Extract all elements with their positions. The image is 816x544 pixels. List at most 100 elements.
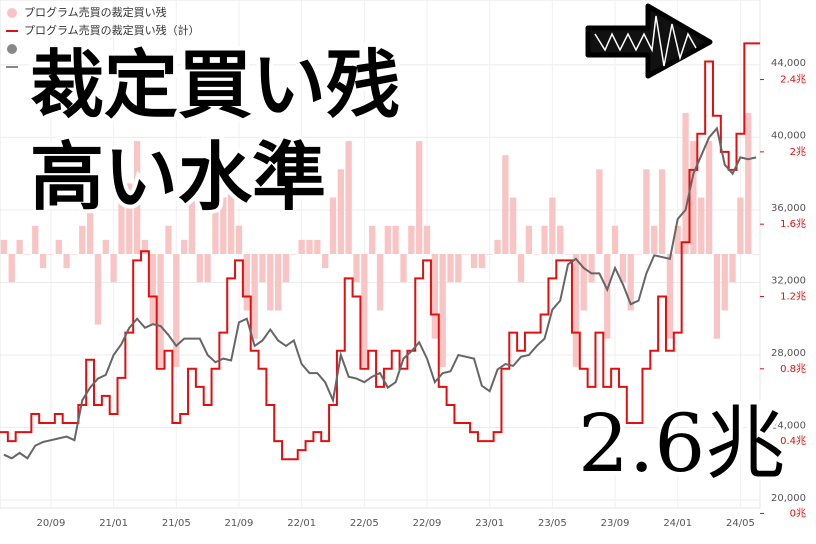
- bar: [588, 254, 595, 283]
- bar: [47, 254, 55, 255]
- annotation: 2.6兆: [578, 397, 785, 490]
- bar: [251, 254, 258, 339]
- bar: [314, 239, 321, 254]
- bar: [110, 254, 117, 283]
- x-tick-label: 24/01: [663, 518, 692, 529]
- bar: [705, 141, 713, 254]
- bar: [267, 254, 274, 311]
- bar: [63, 254, 70, 269]
- x-tick-label: 21/01: [99, 518, 128, 529]
- bar: [204, 254, 211, 283]
- bar: [494, 239, 501, 254]
- y2-tick-label: 0.4兆: [780, 435, 806, 447]
- bar: [572, 254, 580, 367]
- bar: [157, 254, 164, 367]
- bar: [604, 254, 611, 339]
- bar: [416, 141, 423, 254]
- x-tick-label: 22/05: [350, 518, 379, 529]
- bar: [478, 254, 485, 269]
- bar: [306, 239, 313, 254]
- bar: [353, 254, 360, 283]
- bar: [463, 254, 470, 255]
- bar: [752, 254, 760, 255]
- bar: [713, 254, 721, 339]
- bar: [400, 254, 407, 283]
- bar: [376, 254, 384, 311]
- y2-tick-label: 0.8兆: [780, 363, 806, 375]
- x-tick-label: 20/09: [37, 518, 66, 529]
- bar: [165, 225, 172, 254]
- bar: [243, 254, 250, 311]
- bar: [384, 225, 391, 254]
- bar: [55, 239, 62, 254]
- bar: [690, 141, 697, 254]
- y2-tick-label: 1.2兆: [780, 290, 806, 302]
- bar: [611, 225, 619, 254]
- marks: [0, 0, 760, 508]
- x-tick-label: 24/05: [726, 518, 755, 529]
- bar: [392, 225, 399, 254]
- bar: [8, 254, 15, 283]
- bar: [361, 254, 368, 367]
- bar: [737, 197, 744, 254]
- bar: [32, 225, 39, 254]
- bar: [439, 254, 446, 367]
- bar: [423, 225, 431, 254]
- bar: [126, 183, 133, 254]
- bar: [133, 141, 141, 254]
- bar: [658, 169, 666, 254]
- legend: プログラム売買の裁定買い残 プログラム売買の裁定買い残（計）: [6, 5, 200, 68]
- bar: [345, 141, 352, 254]
- y2-tick-label: 2.4兆: [780, 74, 806, 86]
- bar: [682, 112, 689, 254]
- bar: [173, 254, 180, 367]
- bar: [619, 254, 627, 283]
- bar: [369, 225, 376, 254]
- bar: [651, 225, 658, 254]
- legend-label: プログラム売買の裁定買い残（計）: [24, 23, 200, 37]
- bar: [94, 254, 102, 325]
- bar: [141, 239, 149, 254]
- bar: [79, 225, 86, 254]
- bar: [408, 225, 415, 254]
- bar: [86, 183, 94, 254]
- y2-tick-label: 2兆: [790, 146, 806, 158]
- bar: [580, 254, 587, 311]
- bar: [259, 254, 266, 283]
- bar: [470, 254, 478, 269]
- bar: [431, 254, 438, 339]
- bar: [510, 197, 517, 254]
- bar: [729, 254, 736, 283]
- bar: [188, 183, 196, 254]
- bar: [627, 254, 634, 311]
- x-tick-label: 23/01: [475, 518, 504, 529]
- bar: [337, 169, 344, 254]
- y-tick-label: 20,000: [771, 493, 806, 504]
- bar: [102, 239, 109, 254]
- arrow: [585, 3, 713, 79]
- bar: [39, 254, 47, 269]
- bar: [564, 254, 572, 255]
- y-tick-label: 44,000: [771, 58, 806, 69]
- bar: [290, 254, 297, 255]
- bar: [502, 155, 509, 254]
- bar: [533, 254, 540, 255]
- bar: [228, 169, 235, 254]
- bar: [674, 225, 681, 254]
- step-line: [0, 42, 760, 461]
- bar: [180, 239, 188, 254]
- x-tick-label: 22/01: [287, 518, 316, 529]
- bar: [557, 225, 564, 254]
- bar: [635, 254, 642, 255]
- bar: [525, 225, 532, 254]
- x-tick-label: 23/05: [538, 518, 567, 529]
- y-tick-label: 24,000: [771, 421, 806, 432]
- bar: [118, 197, 125, 254]
- bar: [549, 197, 556, 254]
- bar: [698, 197, 705, 254]
- y-tick-label: 36,000: [771, 203, 806, 214]
- bar: [235, 225, 243, 254]
- annotation: 裁定買い残: [30, 43, 400, 129]
- y-tick-label: 40,000: [771, 130, 806, 141]
